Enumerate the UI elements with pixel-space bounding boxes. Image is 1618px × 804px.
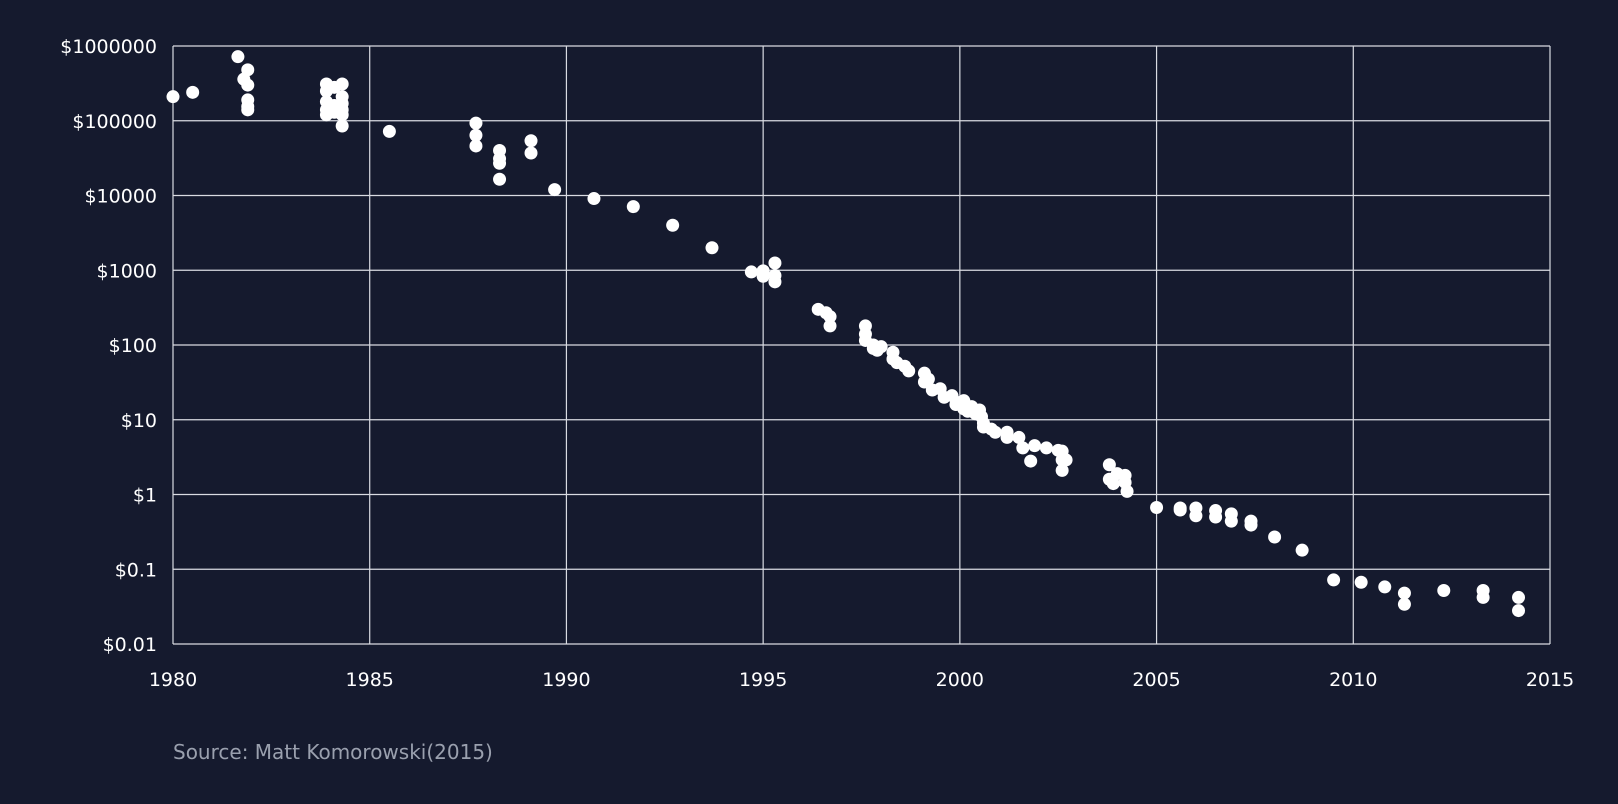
x-axis-ticks: 1980 1985 1990 1995 2000 2005 2010 2015: [149, 669, 1574, 691]
data-point: [1189, 509, 1203, 523]
data-point: [166, 90, 180, 104]
data-point: [241, 103, 255, 117]
data-point: [1209, 510, 1223, 524]
data-point: [1173, 503, 1187, 517]
data-point: [921, 372, 935, 386]
x-tick-label: 2015: [1526, 669, 1574, 691]
x-tick-label: 1990: [542, 669, 590, 691]
data-point: [1327, 573, 1341, 587]
data-point: [1295, 543, 1309, 557]
data-point: [1012, 430, 1026, 444]
data-point: [241, 78, 255, 92]
data-point: [548, 183, 562, 197]
x-tick-label: 1985: [346, 669, 394, 691]
data-point: [1437, 583, 1451, 597]
x-tick-label: 2010: [1329, 669, 1377, 691]
data-point: [902, 364, 916, 378]
y-tick-label: $10000: [84, 186, 157, 208]
data-point: [1024, 454, 1038, 468]
data-point: [1000, 430, 1014, 444]
y-tick-label: $100: [109, 335, 157, 357]
data-point: [1039, 441, 1053, 455]
data-point: [524, 146, 538, 160]
data-point: [1106, 477, 1120, 491]
x-tick-label: 1980: [149, 669, 197, 691]
data-point: [335, 108, 349, 122]
y-axis-ticks: $1000000 $100000 $10000 $1000 $100 $10 $1 $0.1 $…: [60, 36, 157, 656]
data-point: [1224, 514, 1238, 528]
data-point: [744, 265, 758, 279]
y-tick-label: $0.01: [103, 634, 157, 656]
data-point: [1476, 590, 1490, 604]
y-tick-label: $1000000: [60, 36, 157, 58]
data-point: [469, 116, 483, 130]
data-point: [493, 172, 507, 186]
data-point: [335, 119, 349, 133]
y-tick-label: $1: [133, 485, 157, 507]
data-point: [524, 134, 538, 148]
x-tick-label: 1995: [739, 669, 787, 691]
y-tick-label: $100000: [72, 111, 157, 133]
data-point: [1059, 453, 1073, 467]
data-point: [874, 340, 888, 354]
data-point: [1512, 604, 1526, 618]
data-point: [587, 192, 601, 206]
data-point: [1244, 518, 1258, 532]
y-tick-label: $10: [121, 410, 157, 432]
data-point: [1016, 441, 1030, 455]
data-points: [166, 50, 1526, 618]
data-point: [768, 275, 782, 289]
data-point: [1354, 575, 1368, 589]
data-point: [241, 63, 255, 77]
data-point: [1120, 484, 1134, 498]
data-point: [382, 124, 396, 138]
y-tick-label: $1000: [97, 260, 157, 282]
data-point: [705, 241, 719, 255]
data-point: [1397, 597, 1411, 611]
data-point: [1268, 530, 1282, 544]
x-tick-label: 2000: [936, 669, 984, 691]
data-point: [1512, 590, 1526, 604]
data-point: [335, 77, 349, 91]
data-point: [823, 319, 837, 333]
data-point: [666, 218, 680, 232]
x-tick-label: 2005: [1132, 669, 1180, 691]
data-point: [626, 200, 640, 214]
data-point: [1055, 463, 1069, 477]
data-point: [469, 128, 483, 142]
data-point: [493, 156, 507, 170]
data-point: [823, 310, 837, 324]
source-caption: Source: Matt Komorowski(2015): [173, 740, 493, 764]
data-point: [756, 269, 770, 283]
data-point: [469, 139, 483, 153]
data-point: [186, 85, 200, 99]
data-point: [231, 50, 245, 64]
data-point: [1028, 439, 1042, 453]
data-point: [1150, 501, 1164, 515]
data-point: [1397, 586, 1411, 600]
data-point: [1102, 458, 1116, 472]
data-point: [768, 256, 782, 270]
y-tick-label: $0.1: [115, 559, 157, 581]
data-point: [1378, 580, 1392, 594]
data-point: [988, 425, 1002, 439]
